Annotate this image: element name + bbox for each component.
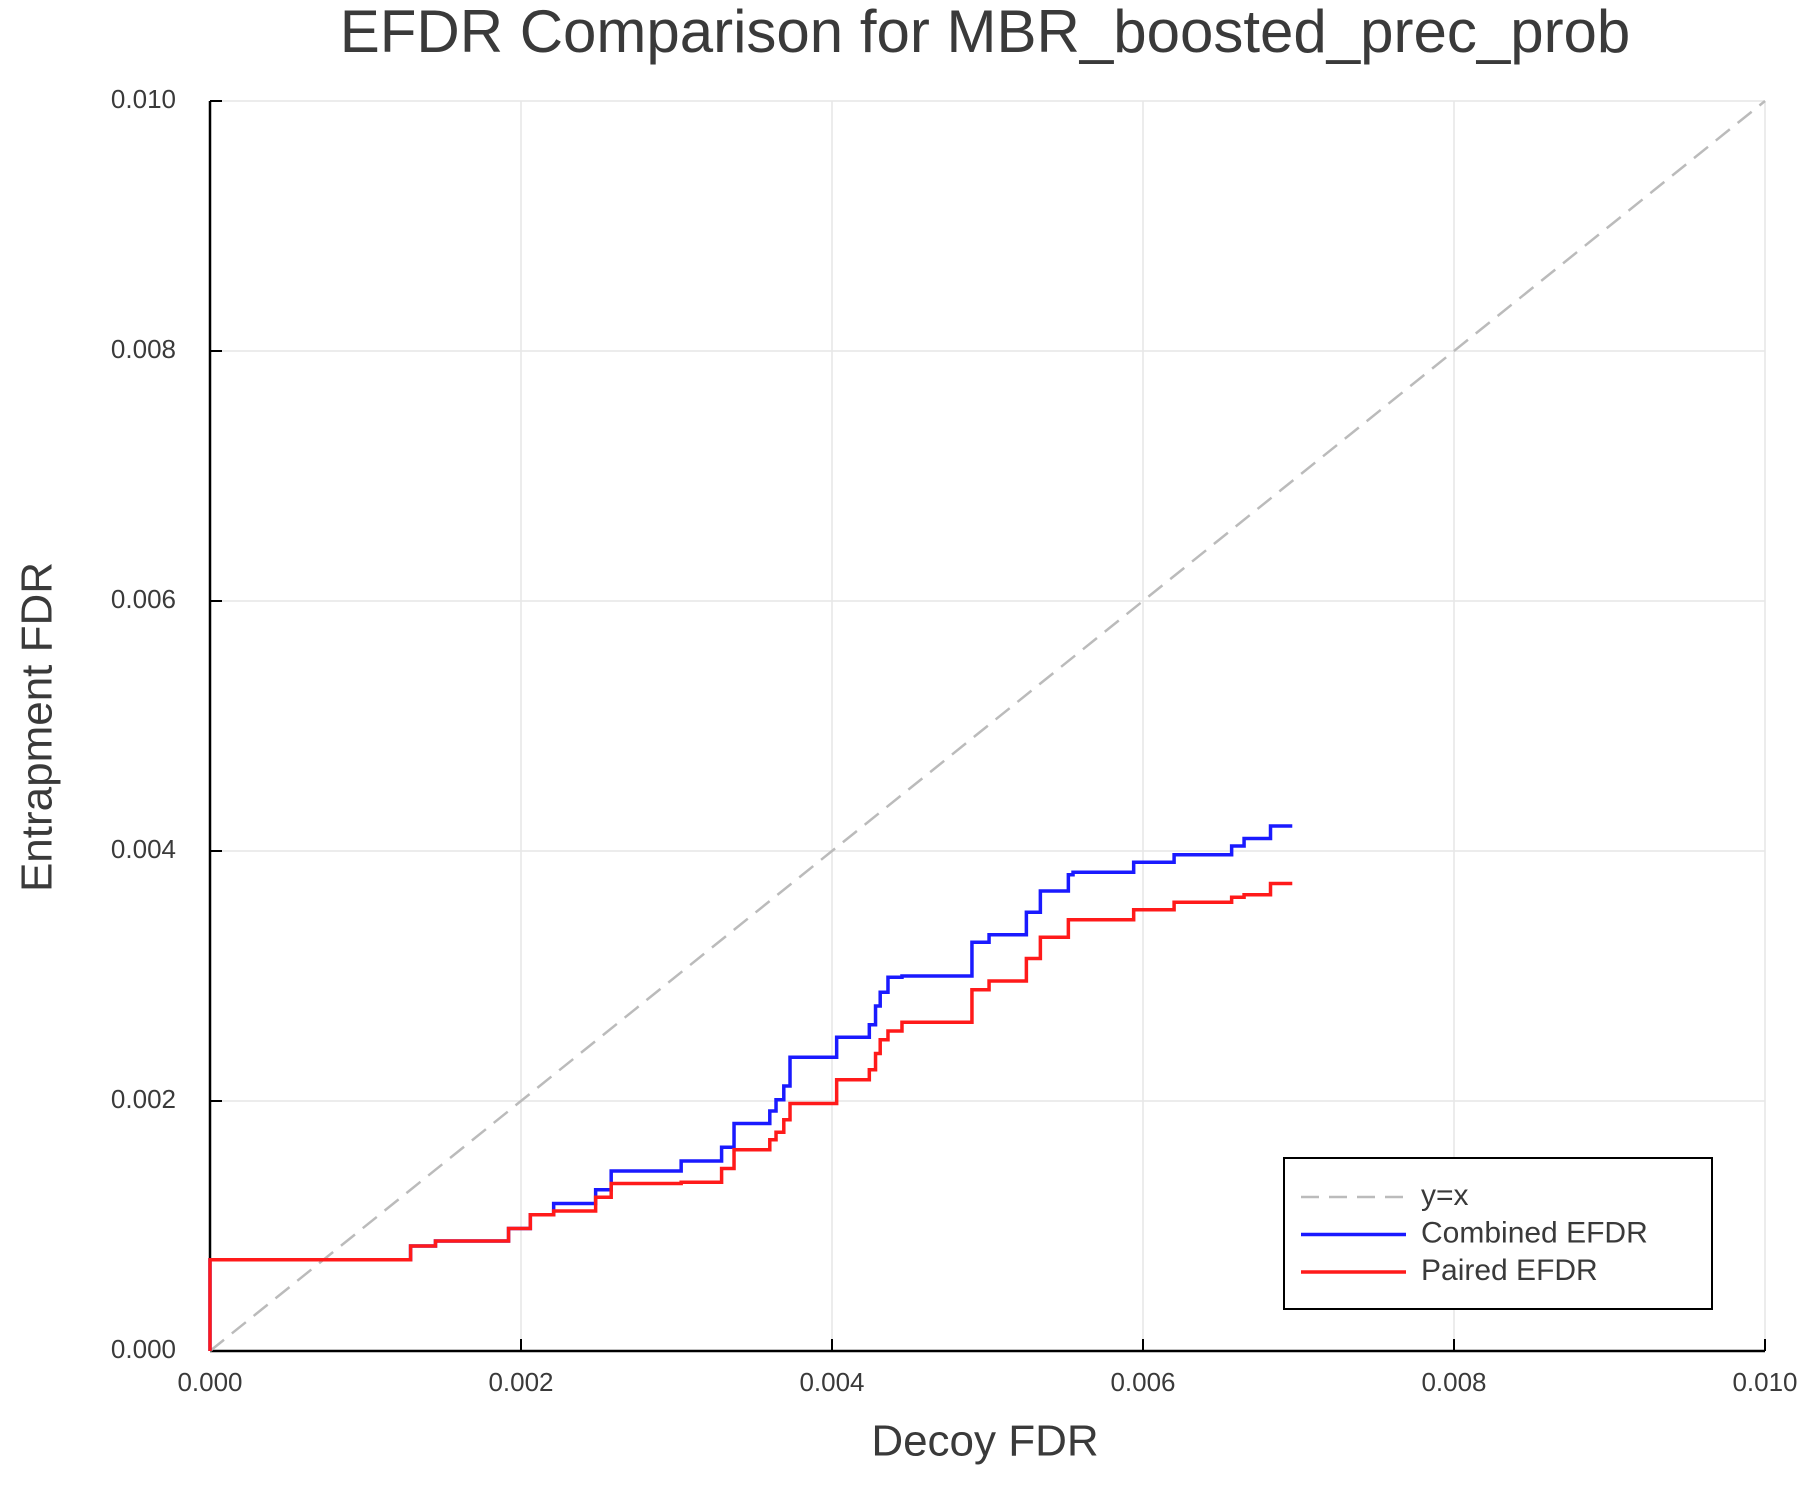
chart-title: EFDR Comparison for MBR_boosted_prec_pro… [340, 0, 1631, 65]
legend-label: Combined EFDR [1421, 1216, 1648, 1249]
y-tick-label: 0.000 [111, 1334, 176, 1364]
series-line [208, 881, 1293, 1351]
y-tick-label: 0.004 [111, 834, 176, 864]
series-line [208, 824, 1293, 1351]
legend-label: y=x [1421, 1179, 1469, 1212]
y-tick-label: 0.002 [111, 1084, 176, 1114]
series-line [209, 100, 1766, 1352]
y-axis-label: Entrapment FDR [13, 562, 62, 892]
x-axis-label: Decoy FDR [871, 1417, 1098, 1466]
x-tick-label: 0.002 [488, 1367, 553, 1397]
x-tick-label: 0.006 [1110, 1367, 1175, 1397]
x-tick-label: 0.008 [1421, 1367, 1486, 1397]
y-tick-label: 0.010 [111, 84, 176, 114]
x-tick-label: 0.000 [177, 1367, 242, 1397]
legend-label: Paired EFDR [1421, 1254, 1598, 1287]
y-tick-label: 0.008 [111, 334, 176, 364]
x-tick-label: 0.010 [1732, 1367, 1797, 1397]
x-tick-label: 0.004 [799, 1367, 864, 1397]
y-tick-label: 0.006 [111, 584, 176, 614]
